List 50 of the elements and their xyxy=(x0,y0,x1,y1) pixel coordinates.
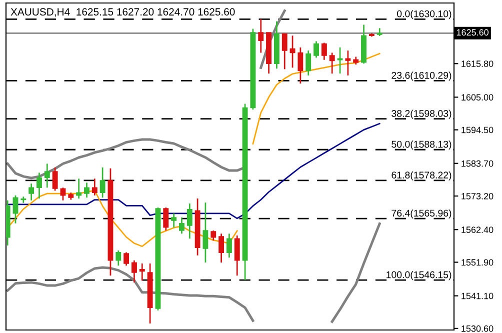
ref-line-label: 76.4(1565.96) xyxy=(392,209,452,219)
candlestick xyxy=(92,178,98,196)
candlestick xyxy=(226,232,232,258)
candlestick xyxy=(306,50,312,76)
y-tick-label: 1551.90 xyxy=(462,259,494,266)
candlestick xyxy=(52,166,58,192)
candlestick xyxy=(329,52,335,74)
ref-line-label: 38.2(1598.03) xyxy=(392,110,452,119)
candlestick xyxy=(124,252,130,266)
candlestick xyxy=(282,32,288,70)
candlestick xyxy=(116,250,122,266)
candlestick xyxy=(171,212,177,228)
candlestick xyxy=(178,216,184,234)
candlestick xyxy=(12,194,18,224)
ref-line-label: 61.8(1578.22) xyxy=(392,171,452,180)
candlestick xyxy=(345,50,351,76)
ref-line-label: 23.6(1610.29) xyxy=(392,72,452,81)
candlestick xyxy=(139,262,145,282)
ref-line-label: 100.0(1546.15) xyxy=(386,271,452,280)
y-tick-label: 1615.80 xyxy=(462,60,494,67)
ref-line-label: 50.0(1588.13) xyxy=(392,140,452,150)
candlestick xyxy=(76,178,82,200)
y-tick-label: 1541.10 xyxy=(462,292,494,300)
candlestick xyxy=(28,182,34,202)
candlestick xyxy=(100,166,106,198)
candlestick xyxy=(321,42,327,61)
y-tick-label: 1605.00 xyxy=(462,94,494,101)
y-tick-label: 1594.50 xyxy=(462,126,494,134)
candlestick xyxy=(234,234,240,276)
candlestick xyxy=(314,40,319,58)
y-tick-label: 1562.40 xyxy=(462,226,494,233)
candlestick xyxy=(132,260,137,284)
candlestick xyxy=(290,34,296,68)
candlestick xyxy=(44,163,50,188)
candlestick xyxy=(163,206,169,232)
y-tick-label: 1583.70 xyxy=(462,160,494,167)
candlestick xyxy=(210,230,216,242)
y-tick-label: 1530.60 xyxy=(462,325,494,332)
candlestick xyxy=(84,182,90,198)
ref-line-label: 1625.60 xyxy=(456,29,489,36)
y-tick-label: 1573.20 xyxy=(462,192,494,200)
candlestick xyxy=(186,202,192,240)
candlestick xyxy=(298,46,304,84)
ref-line-label: 0.0(1630.10) xyxy=(397,10,452,20)
candlestick xyxy=(202,202,208,264)
candlestick xyxy=(60,186,66,202)
chart-title: XAUUSD,H4 1625.15 1627.20 1624.70 1625.60 xyxy=(10,8,235,17)
candlestick xyxy=(36,172,42,200)
candlestick xyxy=(258,18,264,54)
candlestick xyxy=(218,232,224,264)
